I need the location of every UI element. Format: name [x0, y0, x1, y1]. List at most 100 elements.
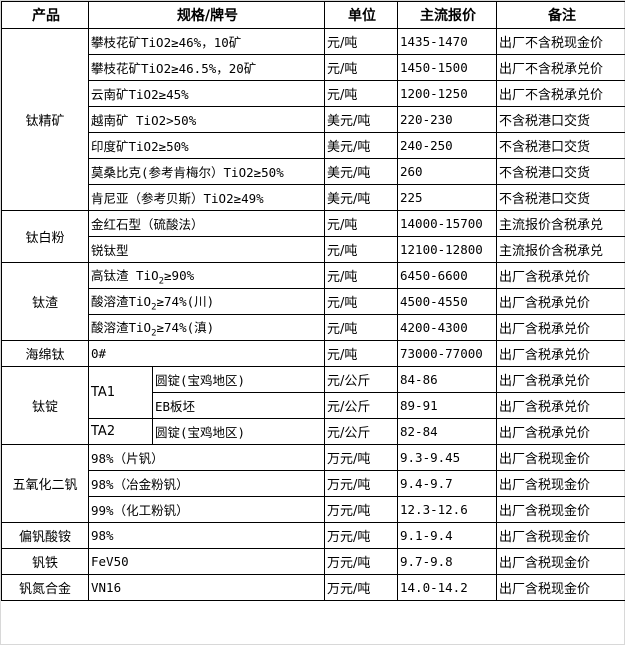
table-row: 攀枝花矿TiO2≥46.5%，20矿 元/吨 1450-1500 出厂不含税承兑价 [2, 54, 625, 81]
spec-cell: 98% [88, 522, 325, 549]
price-cell: 73000-77000 [397, 340, 497, 367]
spec-cell: 攀枝花矿TiO2≥46%，10矿 [88, 28, 325, 55]
table-row: 99%（化工粉钒） 万元/吨 12.3-12.6 出厂含税现金价 [2, 496, 625, 523]
spec-cell: VN16 [88, 574, 325, 601]
note-cell: 出厂含税承兑价 [496, 262, 625, 289]
header-product: 产品 [1, 1, 89, 29]
spec-cell: 越南矿 TiO2>50% [88, 106, 325, 133]
spec-cell: 攀枝花矿TiO2≥46.5%，20矿 [88, 54, 325, 81]
price-cell: 9.4-9.7 [397, 470, 497, 497]
spec-text: 高钛渣 TiO [91, 267, 159, 283]
note-cell: 出厂含税承兑价 [496, 314, 625, 341]
unit-cell: 万元/吨 [324, 574, 398, 601]
price-cell: 12.3-12.6 [397, 496, 497, 523]
table-row: 偏钒酸铵 98% 万元/吨 9.1-9.4 出厂含税现金价 [1, 522, 625, 549]
price-table: 产品 规格/牌号 单位 主流报价 备注 钛精矿 攀枝花矿TiO2≥46%，10矿元… [1, 1, 625, 601]
unit-cell: 元/吨 [324, 210, 398, 237]
price-cell: 1200-1250 [397, 80, 497, 107]
table-row: TA2 圆锭(宝鸡地区) 元/公斤 82-84 出厂含税承兑价 [2, 418, 625, 445]
header-price: 主流报价 [397, 1, 497, 29]
spec-text: 酸溶渣TiO [91, 293, 152, 309]
price-cell: 4200-4300 [397, 314, 497, 341]
table-row: 钛锭 TA1 圆锭(宝鸡地区) 元/公斤 84-86 出厂含税承兑价 [1, 366, 625, 445]
table-row: 钒氮合金 VN16 万元/吨 14.0-14.2 出厂含税现金价 [1, 574, 625, 601]
spec-text: ≥90% [164, 267, 195, 283]
spec-cell: 莫桑比克(参考肯梅尔）TiO2≥50% [88, 158, 325, 185]
spec-text: ≥74%(川) [156, 293, 215, 309]
note-cell: 主流报价含税承兑 [496, 210, 625, 237]
note-cell: 不含税港口交货 [496, 106, 625, 133]
price-cell: 12100-12800 [397, 236, 497, 263]
spec-text: ≥74%(滇) [156, 319, 215, 335]
spec-cell: 锐钛型 [88, 236, 325, 263]
table-row: 锐钛型 元/吨 12100-12800 主流报价含税承兑 [2, 236, 625, 263]
table-row: 酸溶渣TiO2≥74%(滇) 元/吨 4200-4300 出厂含税承兑价 [2, 314, 625, 341]
unit-cell: 万元/吨 [324, 444, 398, 471]
price-cell: 9.1-9.4 [397, 522, 497, 549]
note-cell: 出厂不含税现金价 [496, 28, 625, 55]
note-cell: 出厂含税承兑价 [496, 288, 625, 315]
price-cell: 1450-1500 [397, 54, 497, 81]
product-cell: 海绵钛 [1, 340, 89, 367]
table-row: 肯尼亚（参考贝斯）TiO2≥49% 美元/吨 225 不含税港口交货 [2, 184, 625, 211]
price-cell: 4500-4550 [397, 288, 497, 315]
product-cell: 钛渣 [1, 262, 89, 341]
unit-cell: 万元/吨 [324, 470, 398, 497]
spec-cell: 98%（冶金粉钒） [88, 470, 325, 497]
spec-cell: 肯尼亚（参考贝斯）TiO2≥49% [88, 184, 325, 211]
product-cell: 钛精矿 [1, 28, 89, 211]
note-cell: 出厂含税现金价 [496, 574, 625, 601]
price-cell: 240-250 [397, 132, 497, 159]
spec-cell: 印度矿TiO2≥50% [88, 132, 325, 159]
price-cell: 82-84 [397, 418, 497, 445]
spec-cell: FeV50 [88, 548, 325, 575]
price-cell: 9.3-9.45 [397, 444, 497, 471]
spec-cell: 云南矿TiO2≥45% [88, 80, 325, 107]
spec-cell: 金红石型（硫酸法） [88, 210, 325, 237]
table-row: 酸溶渣TiO2≥74%(川) 元/吨 4500-4550 出厂含税承兑价 [2, 288, 625, 315]
table-row: 五氧化二钒 98%（片钒） 万元/吨 9.3-9.45 出厂含税现金价 [1, 444, 625, 523]
table-row: 钛精矿 攀枝花矿TiO2≥46%，10矿 元/吨 1435-1470 出厂不含税现金价 [1, 28, 625, 211]
unit-cell: 万元/吨 [324, 548, 398, 575]
spec-subscript: 2 [151, 328, 157, 339]
product-cell: 偏钒酸铵 [1, 522, 89, 549]
spec-text: 酸溶渣TiO [91, 319, 152, 335]
price-cell: 6450-6600 [397, 262, 497, 289]
unit-cell: 元/吨 [324, 28, 398, 55]
header-note: 备注 [496, 1, 625, 29]
product-cell: 钒氮合金 [1, 574, 89, 601]
table-row: 海绵钛 0# 元/吨 73000-77000 出厂含税承兑价 [1, 340, 625, 367]
note-cell: 不含税港口交货 [496, 132, 625, 159]
note-cell: 出厂不含税承兑价 [496, 54, 625, 81]
product-cell: 钒铁 [1, 548, 89, 575]
note-cell: 出厂不含税承兑价 [496, 80, 625, 107]
unit-cell: 美元/吨 [324, 184, 398, 211]
table-row: 98%（冶金粉钒） 万元/吨 9.4-9.7 出厂含税现金价 [2, 470, 625, 497]
price-cell: 220-230 [397, 106, 497, 133]
unit-cell: 元/吨 [324, 80, 398, 107]
note-cell: 出厂含税现金价 [496, 444, 625, 471]
price-cell: 225 [397, 184, 497, 211]
unit-cell: 元/公斤 [324, 392, 398, 419]
price-cell: 89-91 [397, 392, 497, 419]
product-cell: 钛锭 [1, 366, 89, 445]
note-cell: 出厂含税承兑价 [496, 392, 625, 419]
table-row: 云南矿TiO2≥45% 元/吨 1200-1250 出厂不含税承兑价 [2, 80, 625, 107]
note-cell: 出厂含税现金价 [496, 548, 625, 575]
unit-cell: 美元/吨 [324, 132, 398, 159]
spec-cell: 98%（片钒） [88, 444, 325, 471]
product-cell: 五氧化二钒 [1, 444, 89, 523]
note-cell: 出厂含税现金价 [496, 470, 625, 497]
spec-cell: EB板坯 [152, 392, 325, 419]
price-cell: 14.0-14.2 [397, 574, 497, 601]
price-cell: 14000-15700 [397, 210, 497, 237]
table-row: 钛渣 高钛渣 TiO2≥90% 元/吨 6450-6600 出厂含税承兑价 [1, 262, 625, 341]
unit-cell: 元/吨 [324, 262, 398, 289]
unit-cell: 元/吨 [324, 314, 398, 341]
price-cell: 84-86 [397, 366, 497, 393]
spec-cell: 99%（化工粉钒） [88, 496, 325, 523]
spec-cell: 圆锭(宝鸡地区) [152, 418, 325, 445]
header-row: 产品 规格/牌号 单位 主流报价 备注 [1, 1, 625, 29]
spec-cell: 酸溶渣TiO2≥74%(川) [88, 288, 325, 315]
table-row: 钒铁 FeV50 万元/吨 9.7-9.8 出厂含税现金价 [1, 548, 625, 575]
